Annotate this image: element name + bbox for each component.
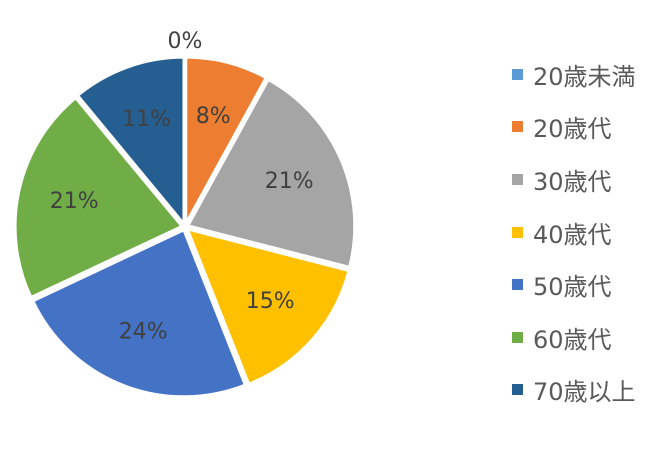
legend-item-4: 40歳代 (512, 206, 636, 259)
legend-label: 60歳代 (533, 325, 612, 354)
data-label-2: 8% (196, 104, 231, 129)
slice-7 (76, 55, 186, 226)
legend-item-3: 30歳代 (512, 153, 636, 206)
data-label-1: 0% (168, 29, 203, 54)
legend-label: 30歳代 (533, 167, 612, 196)
data-label-3: 21% (265, 169, 314, 194)
legend-item-2: 20歳代 (512, 101, 636, 154)
legend-swatch (512, 121, 523, 133)
legend-label: 70歳以上 (533, 378, 636, 407)
legend-label: 40歳代 (533, 220, 612, 249)
legend-swatch (512, 173, 523, 185)
slice-4 (185, 227, 351, 386)
data-label-5: 24% (119, 320, 168, 345)
legend-swatch (512, 226, 523, 238)
data-label-4: 15% (246, 289, 295, 314)
pie-slices (13, 55, 357, 399)
legend-label: 20歳未満 (533, 62, 636, 91)
slice-6 (13, 96, 184, 299)
legend-item-5: 50歳代 (512, 258, 636, 311)
slice-3 (186, 77, 357, 269)
legend-item-1: 20歳未満 (512, 48, 636, 101)
chart-legend: 20歳未満 20歳代 30歳代 40歳代 50歳代 60歳代 70歳以上 (512, 48, 636, 416)
legend-label: 50歳代 (533, 273, 612, 302)
pie-data-labels: 0% 8% 21% 15% 24% 21% 11% (50, 29, 314, 345)
slice-5 (31, 228, 247, 399)
slice-2 (184, 55, 268, 226)
legend-swatch (512, 279, 523, 291)
legend-item-7: 70歳以上 (512, 364, 636, 417)
legend-label: 20歳代 (533, 115, 612, 144)
legend-item-6: 60歳代 (512, 311, 636, 364)
legend-swatch (512, 68, 523, 80)
legend-swatch (512, 331, 523, 343)
data-label-7: 11% (122, 107, 171, 132)
legend-swatch (512, 384, 523, 396)
data-label-6: 21% (50, 189, 99, 214)
